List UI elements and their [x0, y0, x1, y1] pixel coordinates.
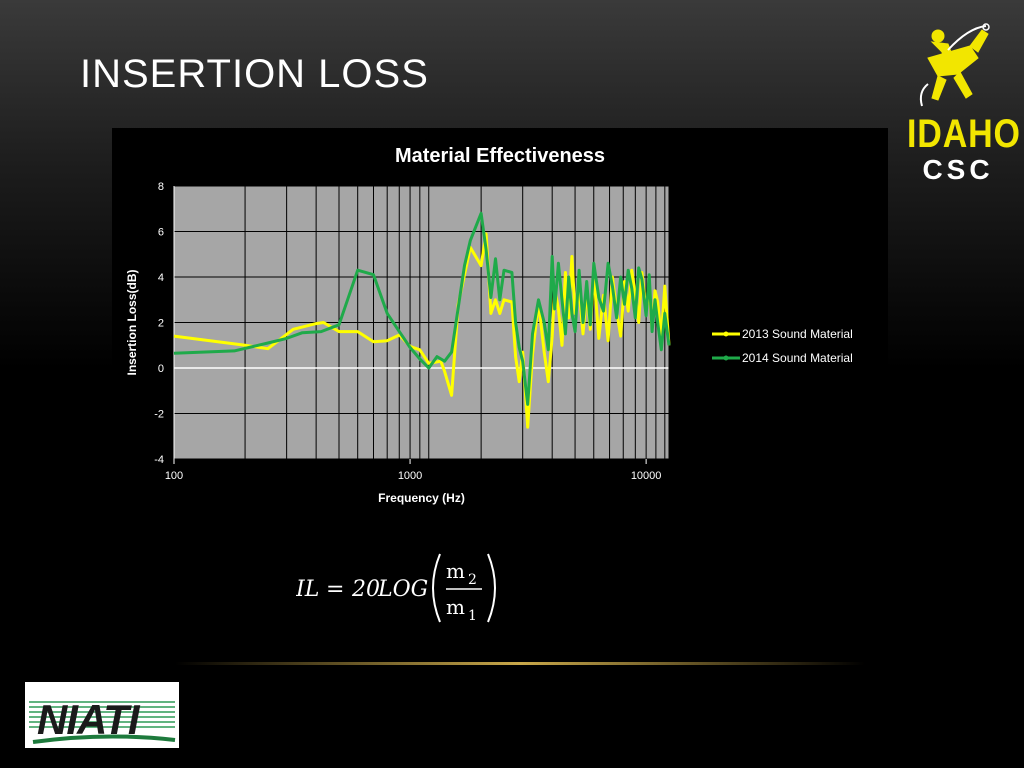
- insertion-loss-chart: -4 -2 0 2 4 6 8 100 1000 10000 Material Effectiven…: [125, 145, 853, 505]
- legend-2014-marker: [723, 355, 729, 361]
- chart-area: -4 -2 0 2 4 6 8 100 1000 10000 Material Effectiven…: [112, 128, 888, 515]
- y-tick-label: 4: [158, 272, 164, 284]
- gold-divider: [175, 662, 865, 665]
- legend-2013-marker: [723, 331, 729, 337]
- formula-numerator-sub: 2: [468, 572, 477, 588]
- legend-2014-label: 2014 Sound Material: [742, 351, 853, 365]
- idaho-word: IDAHO: [907, 112, 1021, 156]
- formula-denominator: m: [446, 595, 465, 619]
- y-tick-label: 8: [158, 181, 164, 193]
- right-paren: [487, 553, 496, 623]
- y-tick-label: 0: [158, 363, 164, 375]
- idaho-csc-logo: IDAHO CSC: [898, 22, 1021, 192]
- chart-title: Material Effectiveness: [395, 145, 605, 167]
- niati-logo: NIATI: [25, 682, 179, 748]
- x-axis-label: Frequency (Hz): [378, 491, 465, 505]
- left-paren: [432, 553, 441, 623]
- formula-equals: =: [326, 577, 344, 602]
- csc-word: CSC: [922, 154, 994, 185]
- y-tick-label: 2: [158, 318, 164, 330]
- formula-coef: 20: [351, 577, 380, 602]
- y-tick-label: -4: [154, 454, 164, 466]
- niati-word: NIATI: [37, 696, 141, 743]
- legend-2013-label: 2013 Sound Material: [742, 327, 853, 341]
- y-tick-label: -2: [154, 409, 164, 421]
- x-tick-label: 10000: [631, 470, 662, 482]
- y-tick-label: 6: [158, 227, 164, 239]
- formula-denominator-sub: 1: [468, 608, 477, 624]
- formula-func: LOG: [377, 577, 428, 602]
- insertion-loss-formula: IL = 20 LOG m 2 m 1: [295, 552, 516, 624]
- rodeo-rider-icon: [919, 23, 990, 107]
- series-2014-line: [173, 211, 671, 406]
- formula-lhs: IL: [296, 577, 319, 602]
- x-tick-label: 1000: [398, 470, 422, 482]
- x-tick-label: 100: [165, 470, 183, 482]
- formula-numerator: m: [446, 559, 465, 583]
- y-axis-label: Insertion Loss(dB): [125, 269, 139, 375]
- slide-title: INSERTION LOSS: [80, 52, 429, 96]
